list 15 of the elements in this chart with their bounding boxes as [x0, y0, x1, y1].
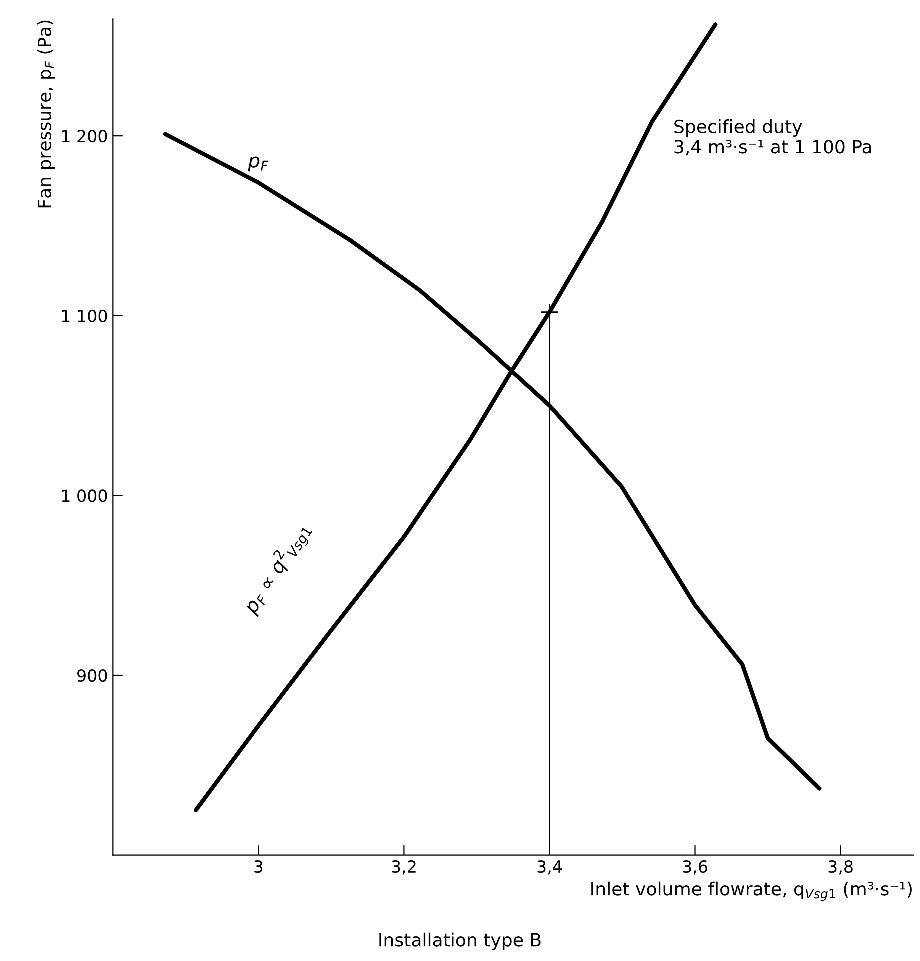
annotation: Specified duty 3,4 m³·s⁻¹ at 1 100 Pa: [674, 120, 872, 156]
x-tick-label: 3,8: [828, 860, 853, 875]
y-tick-label: 1 000: [62, 490, 108, 502]
x-tick-label: 3,4: [538, 860, 562, 875]
x-tick-label: 3,6: [683, 860, 708, 875]
series-label: p$_{F}$: [248, 156, 269, 172]
y-tick-label: 1 200: [62, 130, 108, 143]
x-tick-label: 3,2: [392, 860, 416, 875]
text: p$_{F}$ ∝ q$^{2}$$_{Vsg1}$: [240, 520, 315, 618]
y-tick-label: 1 100: [62, 310, 108, 322]
x-axis-title: Inlet volume flowrate, q$_{Vsg1}$ (m³·s⁻¹): [592, 882, 912, 902]
y-tick-label: 900: [78, 669, 108, 682]
text: Installation type B: [380, 932, 541, 950]
y-axis-title: Fan pressure, p$_{F}$ (Pa): [38, 20, 55, 208]
x-tick-label: 3: [254, 860, 263, 874]
